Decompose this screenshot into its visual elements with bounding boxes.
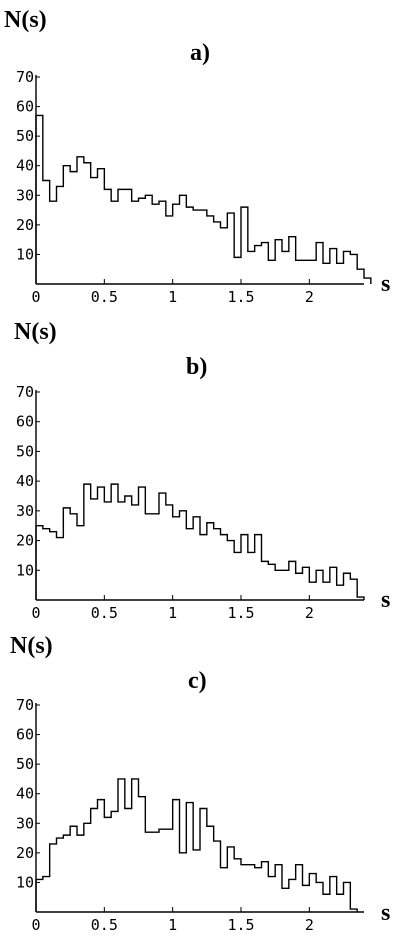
- y-tick-label: 70: [16, 696, 34, 714]
- x-tick-label: 1.5: [227, 288, 254, 306]
- x-tick-label: 0.5: [91, 288, 118, 306]
- y-tick-label: 60: [16, 726, 34, 744]
- y-tick-label: 60: [16, 98, 34, 116]
- panel-b-y-label: N(s): [14, 319, 57, 345]
- y-tick-label: 40: [16, 157, 34, 175]
- panel-c-ticks: 10 20 30 40 50 60 70 0 0.5 1 1.5 2: [16, 696, 314, 934]
- x-tick-label: 0.5: [91, 604, 118, 622]
- x-tick-label: 2: [305, 288, 314, 306]
- x-tick-label: 0.5: [91, 916, 118, 934]
- x-tick-label: 0: [31, 288, 40, 306]
- x-tick-label: 0: [31, 916, 40, 934]
- x-tick-label: 1: [168, 288, 177, 306]
- y-tick-label: 10: [16, 561, 34, 579]
- y-tick-label: 50: [16, 755, 34, 773]
- panel-c-y-label: N(s): [10, 633, 53, 659]
- panel-b-histogram: [35, 483, 365, 600]
- x-tick-label: 2: [305, 604, 314, 622]
- y-tick-label: 40: [16, 785, 34, 803]
- panel-a-x-label: s: [381, 271, 390, 297]
- panel-a-axes: [35, 75, 364, 285]
- panel-a-y-label: N(s): [4, 7, 47, 33]
- y-tick-label: 50: [16, 442, 34, 460]
- y-tick-label: 10: [16, 873, 34, 891]
- y-tick-label: 20: [16, 216, 34, 234]
- y-tick-label: 20: [16, 844, 34, 862]
- panel-c-x-label: s: [381, 900, 390, 926]
- y-tick-label: 60: [16, 413, 34, 431]
- y-tick-label: 70: [16, 383, 34, 401]
- panel-b-ticks: 10 20 30 40 50 60 70 0 0.5 1 1.5 2: [16, 383, 314, 622]
- panel-c-axes: [35, 703, 364, 913]
- panel-b-axes: [35, 390, 364, 601]
- panel-b: N(s) b) s 10 20 30 40 50 60 70 0 0.5 1 1.5 2: [14, 319, 390, 622]
- y-tick-label: 70: [16, 68, 34, 86]
- panel-c-histogram: [35, 778, 358, 912]
- y-tick-label: 20: [16, 532, 34, 550]
- y-tick-label: 40: [16, 472, 34, 490]
- y-tick-label: 50: [16, 127, 34, 145]
- x-tick-label: 1: [168, 916, 177, 934]
- panel-a-histogram: [35, 114, 372, 284]
- panel-b-label: b): [186, 354, 207, 380]
- panel-c-label: c): [188, 668, 207, 694]
- y-tick-label: 10: [16, 245, 34, 263]
- x-tick-label: 1: [168, 604, 177, 622]
- panel-a: N(s) a) s 10 20 30 40 50 60 70 0 0.5 1 1.5 2: [4, 7, 390, 306]
- panel-a-ticks: 10 20 30 40 50 60 70 0 0.5 1 1.5 2: [16, 68, 314, 306]
- x-tick-label: 0: [31, 604, 40, 622]
- y-tick-label: 30: [16, 186, 34, 204]
- x-tick-label: 2: [305, 916, 314, 934]
- y-tick-label: 30: [16, 814, 34, 832]
- panel-b-x-label: s: [381, 587, 390, 613]
- x-tick-label: 1.5: [227, 604, 254, 622]
- panel-c: N(s) c) s 10 20 30 40 50 60 70 0 0.5 1 1.5 2: [10, 633, 390, 934]
- panel-a-label: a): [190, 40, 210, 66]
- x-tick-label: 1.5: [227, 916, 254, 934]
- y-tick-label: 30: [16, 502, 34, 520]
